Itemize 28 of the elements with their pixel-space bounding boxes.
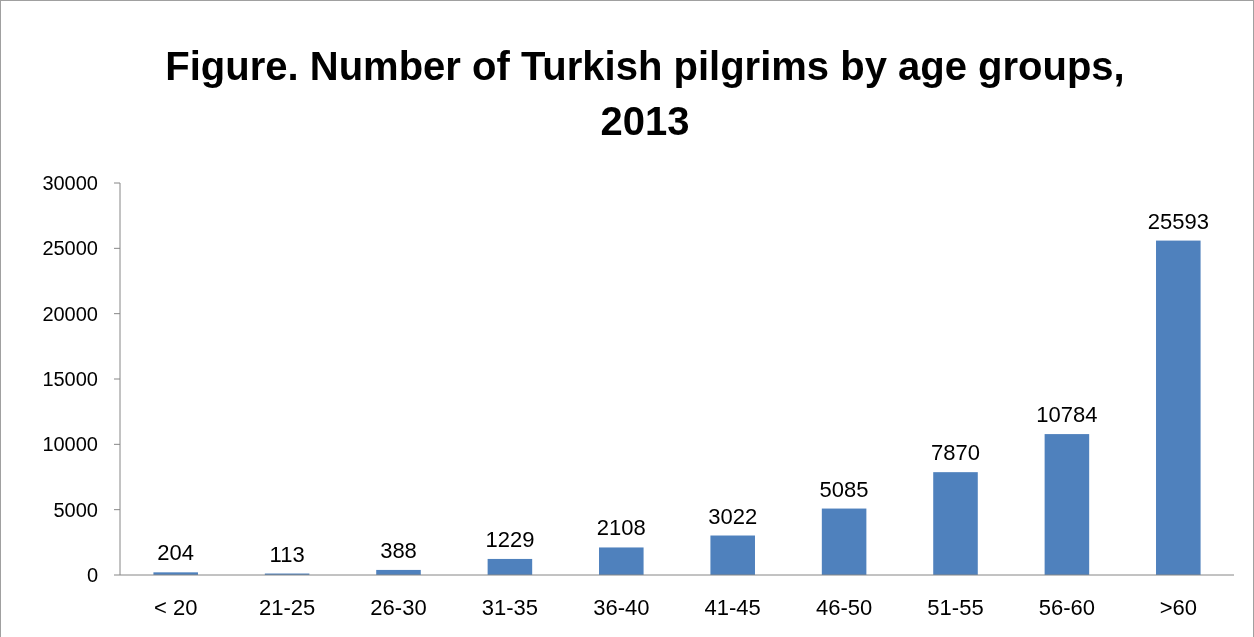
y-tick-label: 0: [86, 564, 98, 586]
y-tick-label: 15000: [42, 368, 98, 390]
y-tick-label: 20000: [42, 302, 98, 325]
data-label: 7870: [931, 440, 980, 466]
y-tick-label: 25000: [42, 237, 98, 260]
data-label: 113: [269, 541, 305, 567]
data-label: 10784: [1036, 402, 1098, 428]
x-tick-label: 21-25: [258, 595, 316, 620]
data-label: 2108: [596, 515, 646, 541]
x-tick-label: 26-30: [370, 595, 427, 620]
x-tick-label: 41-45: [704, 595, 761, 620]
x-tick-label: 51-55: [927, 595, 984, 620]
x-tick-label: >60: [1159, 595, 1197, 620]
x-tick-label: 31-35: [481, 595, 539, 620]
data-label: 3022: [708, 503, 758, 529]
data-label: 5085: [819, 476, 869, 502]
data-label: 204: [157, 540, 195, 566]
y-tick-label: 10000: [42, 433, 98, 456]
data-label: 388: [380, 537, 417, 563]
x-tick-label: 56-60: [1038, 595, 1096, 620]
x-tick-label: < 20: [153, 595, 198, 620]
x-tick-label: 36-40: [593, 595, 650, 620]
chart-title: Figure. Number of Turkish pilgrims by age groups, 2013: [165, 44, 1125, 143]
data-label: 25593: [1147, 208, 1209, 234]
data-label: 1229: [485, 526, 535, 552]
y-tick-label: 30000: [42, 172, 98, 194]
x-tick-label: 46-50: [815, 595, 873, 620]
y-tick-label: 5000: [53, 498, 98, 521]
